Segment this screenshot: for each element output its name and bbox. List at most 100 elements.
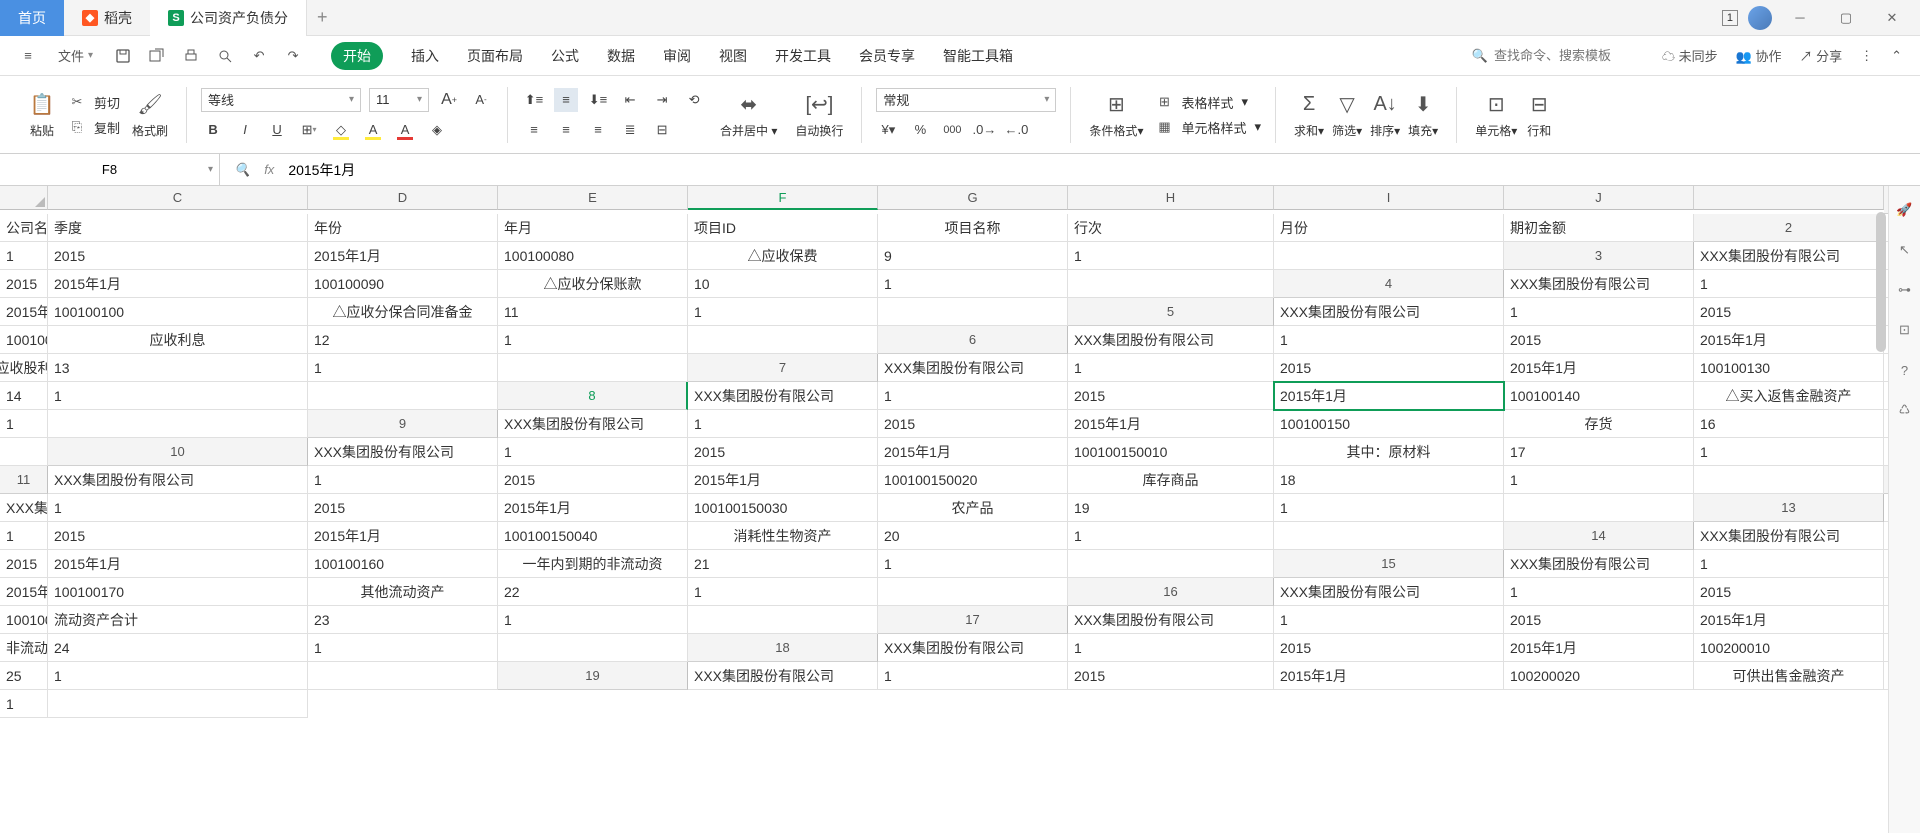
col-header-E[interactable]: E bbox=[498, 186, 688, 210]
fill-color-button[interactable]: ◇ bbox=[329, 118, 353, 142]
cell[interactable] bbox=[1068, 270, 1274, 298]
cell[interactable]: 100100140 bbox=[1504, 382, 1694, 410]
sidebar-rocket-icon[interactable]: 🚀 bbox=[1895, 200, 1915, 220]
row-header[interactable]: 9 bbox=[308, 410, 498, 438]
tab-document[interactable]: S公司资产负债分 bbox=[150, 0, 307, 36]
row-header[interactable]: 15 bbox=[1274, 550, 1504, 578]
thousands-button[interactable]: 000 bbox=[940, 118, 964, 142]
cell[interactable]: 2015 bbox=[498, 466, 688, 494]
cell[interactable]: 1 bbox=[498, 438, 688, 466]
cell[interactable]: 2015 bbox=[308, 494, 498, 522]
row-header[interactable]: 10 bbox=[48, 438, 308, 466]
close-button[interactable]: ✕ bbox=[1874, 0, 1910, 36]
cell[interactable] bbox=[498, 634, 688, 662]
cell[interactable]: XXX集团股份有限公司 bbox=[1504, 550, 1694, 578]
cell[interactable] bbox=[1274, 242, 1504, 270]
search-box[interactable]: 🔍 bbox=[1472, 48, 1644, 64]
bold-button[interactable]: B bbox=[201, 118, 225, 142]
indent-decrease-button[interactable]: ⇤ bbox=[618, 88, 642, 112]
cell[interactable]: 12 bbox=[308, 326, 498, 354]
cell[interactable]: 25 bbox=[0, 662, 48, 690]
cell[interactable]: 1 bbox=[1068, 522, 1274, 550]
cell[interactable]: 项目名称 bbox=[878, 214, 1068, 242]
cell[interactable] bbox=[498, 354, 688, 382]
highlight-button[interactable]: A bbox=[361, 118, 385, 142]
cell[interactable] bbox=[1694, 466, 1884, 494]
cell[interactable]: △买入返售金融资产 bbox=[1694, 382, 1884, 410]
cell[interactable] bbox=[1504, 494, 1694, 522]
cell[interactable]: 1 bbox=[308, 354, 498, 382]
cell[interactable]: 22 bbox=[498, 578, 688, 606]
row-header[interactable]: 6 bbox=[878, 326, 1068, 354]
search-input[interactable] bbox=[1494, 48, 1644, 63]
fill-button[interactable]: ⬇填充▾ bbox=[1404, 90, 1442, 139]
cell[interactable]: 1 bbox=[1504, 298, 1694, 326]
print-icon[interactable] bbox=[181, 46, 201, 66]
cell[interactable]: 公司名称 bbox=[0, 214, 48, 242]
cell[interactable]: XXX集团股份有限公司 bbox=[878, 354, 1068, 382]
number-format-select[interactable]: 常规▾ bbox=[876, 88, 1056, 112]
clear-format-button[interactable]: ◈ bbox=[425, 118, 449, 142]
cell[interactable]: 应收股利 bbox=[0, 354, 48, 382]
cell[interactable]: 2015年1月 bbox=[498, 494, 688, 522]
row-header[interactable]: 3 bbox=[1504, 242, 1694, 270]
cell[interactable]: 2015 bbox=[1068, 662, 1274, 690]
cell[interactable]: 1 bbox=[688, 578, 878, 606]
align-top-button[interactable]: ⬆≡ bbox=[522, 88, 546, 112]
cell[interactable]: 1 bbox=[48, 662, 308, 690]
font-grow-button[interactable]: A+ bbox=[437, 88, 461, 112]
sync-status[interactable]: ☁ 未同步 bbox=[1662, 46, 1718, 65]
formula-input[interactable] bbox=[288, 162, 1906, 178]
menu-tab-smarttools[interactable]: 智能工具箱 bbox=[943, 46, 1013, 66]
cell[interactable]: 14 bbox=[0, 382, 48, 410]
col-header-K[interactable] bbox=[1694, 186, 1884, 210]
cell[interactable]: 1 bbox=[308, 466, 498, 494]
cell-style-button[interactable]: ▦单元格样式▾ bbox=[1155, 118, 1261, 137]
cell[interactable]: △应收分保合同准备金 bbox=[308, 298, 498, 326]
row-header[interactable]: 13 bbox=[1694, 494, 1884, 522]
cell[interactable]: 1 bbox=[1504, 466, 1694, 494]
cell[interactable]: 2015年1月 bbox=[1274, 382, 1504, 410]
more-icon[interactable]: ⋮ bbox=[1860, 48, 1873, 64]
cell[interactable] bbox=[688, 606, 878, 634]
cell[interactable]: 10 bbox=[688, 270, 878, 298]
collapse-ribbon-icon[interactable]: ⌃ bbox=[1891, 48, 1902, 64]
cell[interactable]: 100100100 bbox=[48, 298, 308, 326]
cell[interactable]: 1 bbox=[878, 270, 1068, 298]
cell[interactable]: 1 bbox=[688, 410, 878, 438]
cell[interactable]: 2015 bbox=[0, 270, 48, 298]
col-header-C[interactable]: C bbox=[48, 186, 308, 210]
cell[interactable]: 2015 bbox=[1504, 606, 1694, 634]
cell[interactable]: 100100150030 bbox=[688, 494, 878, 522]
cell[interactable]: 年月 bbox=[498, 214, 688, 242]
cell[interactable]: 1 bbox=[0, 410, 48, 438]
cell[interactable]: 2015 bbox=[1068, 382, 1274, 410]
cond-format-button[interactable]: ⊞ 条件格式▾ bbox=[1085, 90, 1147, 139]
cell[interactable]: 9 bbox=[878, 242, 1068, 270]
cell[interactable]: 23 bbox=[308, 606, 498, 634]
redo-icon[interactable]: ↷ bbox=[283, 46, 303, 66]
sidebar-help-icon[interactable]: ? bbox=[1895, 360, 1915, 380]
cell[interactable]: 期初金额 bbox=[1504, 214, 1694, 242]
align-center-button[interactable]: ≡ bbox=[554, 118, 578, 142]
cell[interactable]: △应收分保账款 bbox=[498, 270, 688, 298]
cell[interactable] bbox=[1068, 550, 1274, 578]
avatar[interactable] bbox=[1748, 6, 1772, 30]
sort-button[interactable]: A↓排序▾ bbox=[1366, 90, 1404, 139]
font-name-select[interactable]: 等线▾ bbox=[201, 88, 361, 112]
border-button[interactable]: ⊞▾ bbox=[297, 118, 321, 142]
menu-tab-formula[interactable]: 公式 bbox=[551, 46, 579, 66]
tab-docer[interactable]: ◆稻壳 bbox=[64, 0, 150, 36]
cell[interactable]: 1 bbox=[1068, 242, 1274, 270]
cell[interactable]: 2015年1月 bbox=[1504, 634, 1694, 662]
save-as-icon[interactable] bbox=[147, 46, 167, 66]
cell[interactable]: 16 bbox=[1694, 410, 1884, 438]
cell[interactable]: XXX集团股份有限公司 bbox=[688, 662, 878, 690]
cell[interactable]: 1 bbox=[688, 298, 878, 326]
share-button[interactable]: ↗ 分享 bbox=[1799, 46, 1842, 65]
distribute-button[interactable]: ⊟ bbox=[650, 118, 674, 142]
cell[interactable]: 2015年1月 bbox=[308, 242, 498, 270]
cell[interactable]: 1 bbox=[1274, 606, 1504, 634]
index-badge[interactable]: 1 bbox=[1722, 10, 1738, 26]
sidebar-template-icon[interactable]: ⊡ bbox=[1895, 320, 1915, 340]
